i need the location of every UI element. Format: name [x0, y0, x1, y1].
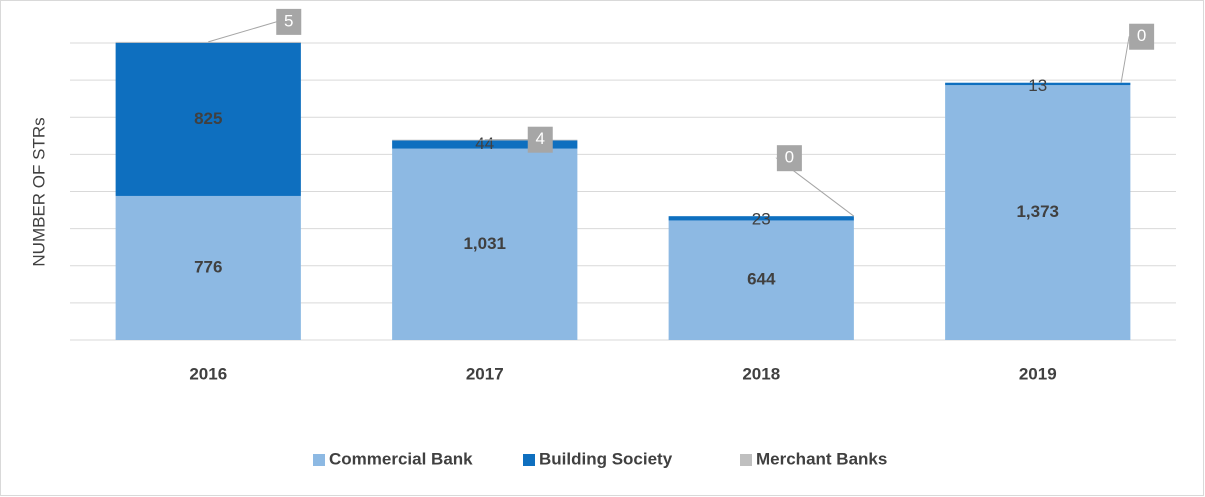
data-label: 1,031 [463, 234, 506, 253]
callout-box [527, 126, 553, 153]
legend-label: Merchant Banks [756, 449, 887, 468]
data-label: 44 [475, 134, 494, 153]
callout-box [276, 8, 302, 35]
data-label: 776 [194, 257, 222, 276]
data-label: 13 [1028, 76, 1047, 95]
x-tick-label: 2018 [742, 364, 780, 383]
legend-swatch [740, 454, 752, 466]
data-label: 0 [785, 148, 794, 167]
x-tick-label: 2016 [189, 364, 227, 383]
bar-segment [668, 216, 854, 221]
bar-segment [668, 220, 854, 340]
y-axis-label: NUMBER OF STRs [29, 117, 48, 266]
data-label: 4 [536, 129, 545, 148]
legend-swatch [313, 454, 325, 466]
bar-segment [392, 140, 578, 149]
data-label: 0 [1137, 26, 1146, 45]
bar-segment [115, 42, 301, 196]
bar-segment [945, 85, 1131, 340]
data-label: 23 [752, 210, 771, 229]
data-label: 1,373 [1016, 202, 1059, 221]
data-label: 644 [747, 270, 776, 289]
legend-label: Commercial Bank [329, 449, 473, 468]
callout-box [776, 145, 802, 172]
data-label: 5 [284, 11, 293, 30]
legend-label: Building Society [539, 449, 673, 468]
callout-box [1129, 23, 1155, 50]
bar-segment [115, 41, 301, 43]
legend-swatch [523, 454, 535, 466]
x-tick-label: 2019 [1019, 364, 1057, 383]
bar-segment [945, 82, 1131, 86]
x-tick-label: 2017 [466, 364, 504, 383]
bar-segment [392, 148, 578, 340]
bar-segment [115, 195, 301, 340]
data-label: 825 [194, 109, 222, 128]
